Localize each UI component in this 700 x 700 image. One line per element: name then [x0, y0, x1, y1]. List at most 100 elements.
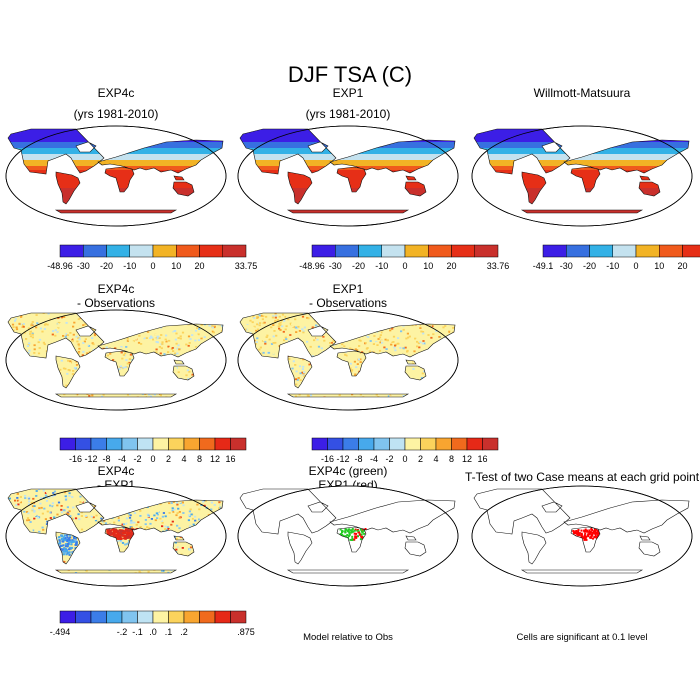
significance-marker — [594, 530, 597, 533]
colorbar-bin — [482, 437, 499, 451]
significance-marker — [361, 531, 364, 534]
colorbar-tick-label: 12 — [210, 454, 220, 464]
colorbar-bin — [183, 610, 200, 624]
significance-marker — [590, 533, 593, 536]
significance-marker — [358, 532, 361, 535]
significance-marker — [584, 528, 587, 531]
colorbar-tick-label: -16 — [69, 454, 82, 464]
significance-marker — [348, 532, 351, 534]
colorbar-bin — [121, 610, 138, 624]
panel-title-line: (yrs 1981-2010) — [306, 107, 391, 121]
significance-marker — [581, 535, 584, 538]
colorbar-tick-label: -20 — [583, 261, 596, 271]
significance-marker — [583, 530, 586, 533]
colorbar-tick-label: 33.76 — [487, 261, 510, 271]
colorbar-bin — [451, 437, 468, 451]
significance-marker — [351, 539, 353, 541]
colorbar-tick-label: -8 — [354, 454, 362, 464]
significance-marker — [576, 533, 579, 536]
significance-marker — [341, 533, 343, 536]
significance-marker — [353, 529, 356, 532]
significance-marker — [357, 529, 360, 532]
significance-marker — [580, 535, 583, 538]
significance-marker — [339, 533, 342, 536]
colorbar-tick-label: 16 — [477, 454, 487, 464]
colorbar-tick-label: .875 — [237, 627, 255, 637]
significance-marker — [595, 528, 598, 531]
significance-marker — [350, 531, 353, 534]
colorbar-bin — [358, 437, 375, 451]
colorbar-tick-label: -2 — [133, 454, 141, 464]
colorbar-tick-label: -2 — [385, 454, 393, 464]
colorbar-bin — [335, 244, 359, 258]
colorbar-bin — [589, 244, 613, 258]
colorbar-bin — [90, 437, 107, 451]
significance-marker — [577, 531, 580, 534]
colorbar-bin — [358, 244, 382, 258]
colorbar-tick-label: 10 — [423, 261, 433, 271]
significance-marker — [580, 529, 583, 532]
significance-marker — [339, 528, 342, 531]
colorbar-tick-label: -30 — [77, 261, 90, 271]
significance-marker — [349, 538, 352, 541]
panel-exp1-climatology: EXP1 (yrs 1981-2010) -48.96 -30 -20 -10 0 10 20 3… — [237, 86, 510, 271]
panel-exp4c-climatology: EXP4c (yrs 1981-2010) -48.96 -30 -20 -10 0 10 20… — [5, 86, 258, 271]
colorbar-bin — [83, 244, 107, 258]
colorbar-bin — [373, 437, 390, 451]
significance-marker — [345, 535, 348, 538]
colorbar-tick-label: 4 — [181, 454, 186, 464]
world-map — [5, 485, 227, 587]
colorbar-tick-label: 4 — [433, 454, 438, 464]
significance-marker — [594, 528, 597, 531]
colorbar-bin — [168, 437, 185, 451]
significance-marker — [588, 532, 591, 535]
colorbar-bin — [168, 610, 185, 624]
significance-marker — [595, 536, 598, 539]
panel-title-line: EXP4c — [98, 86, 135, 100]
colorbar-tick-label: -.2 — [117, 627, 128, 637]
colorbar-tick-label: -48.96 — [47, 261, 73, 271]
panel-title-line: - Observations — [309, 296, 387, 310]
colorbar-bin — [327, 437, 344, 451]
significance-marker — [346, 530, 349, 532]
colorbar-tick-label: -.1 — [132, 627, 143, 637]
colorbar-tick-label: -20 — [100, 261, 113, 271]
colorbar: -.494 -.2 -.1 .0 .1 .2 .875 — [50, 610, 255, 637]
colorbar-tick-label: 8 — [449, 454, 454, 464]
colorbar-bin — [152, 610, 169, 624]
panel-title-line: EXP1 — [333, 282, 364, 296]
significance-marker — [354, 528, 357, 531]
colorbar-bin — [176, 244, 200, 258]
significance-marker — [361, 536, 364, 539]
colorbar-tick-label: 33.75 — [235, 261, 258, 271]
colorbar-bin — [106, 244, 130, 258]
colorbar-bin — [199, 244, 223, 258]
panel-title-line: (yrs 1981-2010) — [74, 107, 159, 121]
significance-marker — [345, 528, 348, 531]
colorbar-bin — [566, 244, 590, 258]
significance-marker — [580, 532, 583, 535]
world-map — [237, 485, 459, 587]
colorbar-tick-label: -48.96 — [299, 261, 325, 271]
panel-observations-climatology: Willmott-Matsuura-49.1-30-20-100102031.4… — [471, 86, 700, 271]
panel-exp1-minus-observations: EXP1- Observations -16 -12 -8 -4 -2 0 2 4 8 12 16 — [237, 282, 499, 464]
significance-marker — [357, 535, 359, 538]
significance-marker — [349, 529, 352, 532]
colorbar-bin — [183, 437, 200, 451]
significance-marker — [352, 530, 355, 533]
colorbar-bin — [404, 244, 429, 258]
colorbar-bin — [59, 437, 76, 451]
significance-marker — [588, 533, 591, 536]
significance-marker — [590, 536, 592, 539]
significance-marker — [592, 537, 594, 540]
colorbar-tick-label: -12 — [336, 454, 349, 464]
significance-marker — [585, 538, 588, 541]
colorbar-tick-label: -12 — [84, 454, 97, 464]
significance-marker — [592, 531, 595, 534]
panel-closer-to-observations: EXP4c (green)EXP1 (red)Model relative to… — [237, 464, 459, 643]
panel-title-line: - Observations — [77, 296, 155, 310]
panel-exp4c-minus-observations: EXP4c- Observations -16 -12 -8 -4 -2 0 2 4 8 12 16 — [5, 282, 247, 464]
colorbar-tick-label: 2 — [418, 454, 423, 464]
significance-marker — [580, 533, 583, 536]
significance-marker — [355, 535, 358, 538]
